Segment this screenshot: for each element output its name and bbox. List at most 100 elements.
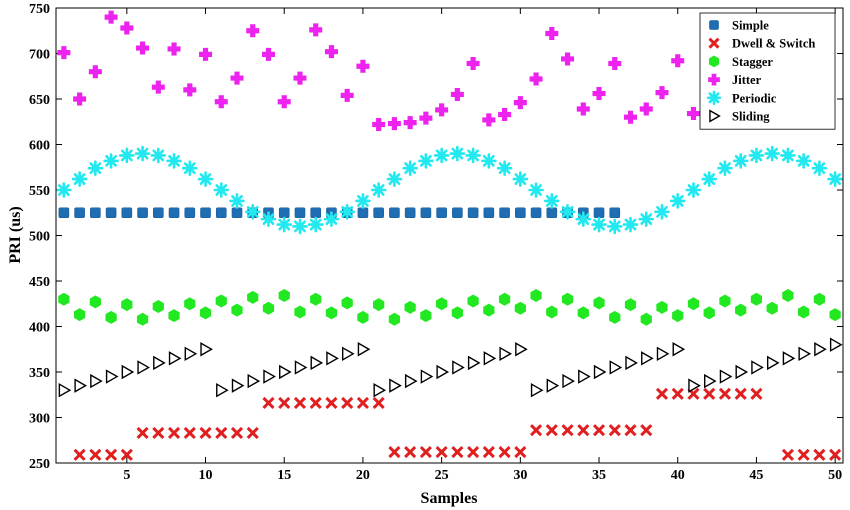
point-jitter	[686, 107, 700, 121]
point-sliding	[515, 342, 528, 357]
point-sliding	[814, 342, 827, 357]
point-dwell-switch	[734, 387, 747, 400]
legend-marker-sliding	[709, 109, 721, 123]
point-sliding	[310, 355, 324, 371]
point-periodic	[512, 171, 529, 187]
point-sliding	[137, 360, 150, 375]
point-periodic	[213, 182, 230, 198]
point-stagger	[640, 312, 652, 326]
point-stagger	[672, 309, 684, 323]
legend-marker-stagger	[708, 55, 720, 68]
point-jitter	[340, 88, 354, 102]
point-sliding	[341, 346, 355, 362]
legend-box	[699, 12, 836, 130]
point-jitter	[387, 117, 401, 131]
series-stagger	[58, 289, 841, 326]
point-dwell-switch	[341, 396, 354, 410]
point-stagger	[593, 296, 605, 310]
point-simple	[231, 207, 243, 219]
point-simple	[389, 207, 400, 219]
point-sliding	[58, 382, 72, 398]
point-simple	[420, 207, 432, 219]
point-stagger	[262, 301, 275, 315]
point-dwell-switch	[703, 387, 716, 400]
point-jitter	[120, 21, 134, 35]
point-simple	[530, 207, 542, 219]
point-periodic	[307, 216, 324, 233]
point-stagger	[436, 297, 448, 311]
point-sliding	[593, 364, 607, 380]
point-simple	[278, 207, 290, 219]
x-tick-label: 30	[513, 468, 527, 483]
point-dwell-switch	[514, 446, 527, 459]
y-tick-label: 700	[29, 48, 50, 63]
point-jitter	[214, 95, 228, 109]
point-sliding	[467, 355, 481, 371]
point-dwell-switch	[89, 448, 102, 461]
point-stagger	[451, 306, 463, 320]
point-simple	[373, 207, 384, 219]
point-periodic	[685, 182, 702, 198]
point-simple	[74, 207, 85, 219]
point-periodic	[150, 147, 167, 164]
point-simple	[499, 207, 510, 219]
point-periodic	[402, 160, 418, 176]
point-jitter	[73, 92, 87, 106]
point-sliding	[420, 369, 434, 384]
point-sliding	[294, 360, 308, 375]
point-periodic	[292, 218, 308, 235]
x-axis-label: Samples	[421, 490, 478, 507]
point-dwell-switch	[262, 396, 275, 410]
point-jitter	[513, 96, 527, 110]
point-simple	[58, 207, 70, 219]
point-periodic	[244, 204, 261, 220]
point-dwell-switch	[120, 448, 133, 461]
point-periodic	[449, 145, 466, 162]
point-sliding	[609, 360, 623, 375]
point-stagger	[498, 292, 511, 306]
point-dwell-switch	[655, 387, 669, 400]
point-sliding	[625, 355, 638, 371]
point-stagger	[813, 292, 826, 306]
point-dwell-switch	[356, 396, 369, 410]
point-stagger	[136, 312, 149, 326]
y-tick-label: 250	[29, 457, 50, 472]
point-sliding	[719, 369, 733, 384]
point-dwell-switch	[167, 426, 181, 440]
point-stagger	[703, 306, 715, 320]
point-jitter	[88, 65, 102, 79]
point-periodic	[418, 153, 434, 169]
point-simple	[215, 207, 227, 219]
point-simple	[200, 207, 211, 219]
point-stagger	[750, 292, 763, 306]
point-stagger	[152, 299, 164, 313]
point-sliding	[373, 382, 387, 398]
point-dwell-switch	[404, 446, 417, 459]
series-periodic	[56, 145, 843, 235]
point-jitter	[246, 24, 260, 38]
point-sliding	[672, 342, 686, 357]
point-jitter	[608, 57, 622, 71]
point-periodic	[119, 147, 135, 164]
point-dwell-switch	[467, 446, 480, 459]
point-dwell-switch	[388, 446, 401, 459]
point-simple	[609, 207, 621, 219]
point-jitter	[136, 41, 150, 55]
point-stagger	[719, 294, 731, 308]
point-periodic	[355, 193, 371, 209]
point-periodic	[622, 216, 639, 233]
point-jitter	[261, 47, 275, 61]
point-sliding	[200, 342, 213, 357]
point-periodic	[87, 160, 104, 176]
point-dwell-switch	[561, 424, 574, 437]
point-sliding	[704, 373, 717, 389]
point-dwell-switch	[105, 448, 118, 461]
point-simple	[483, 207, 495, 219]
point-jitter	[293, 71, 307, 85]
legend-marker-dwell-switch	[708, 37, 720, 49]
legend-label-jitter: Jitter	[732, 73, 762, 87]
legend-marker-periodic	[706, 90, 722, 105]
x-tick-label: 40	[671, 468, 685, 483]
legend-label-stagger: Stagger	[732, 55, 773, 69]
